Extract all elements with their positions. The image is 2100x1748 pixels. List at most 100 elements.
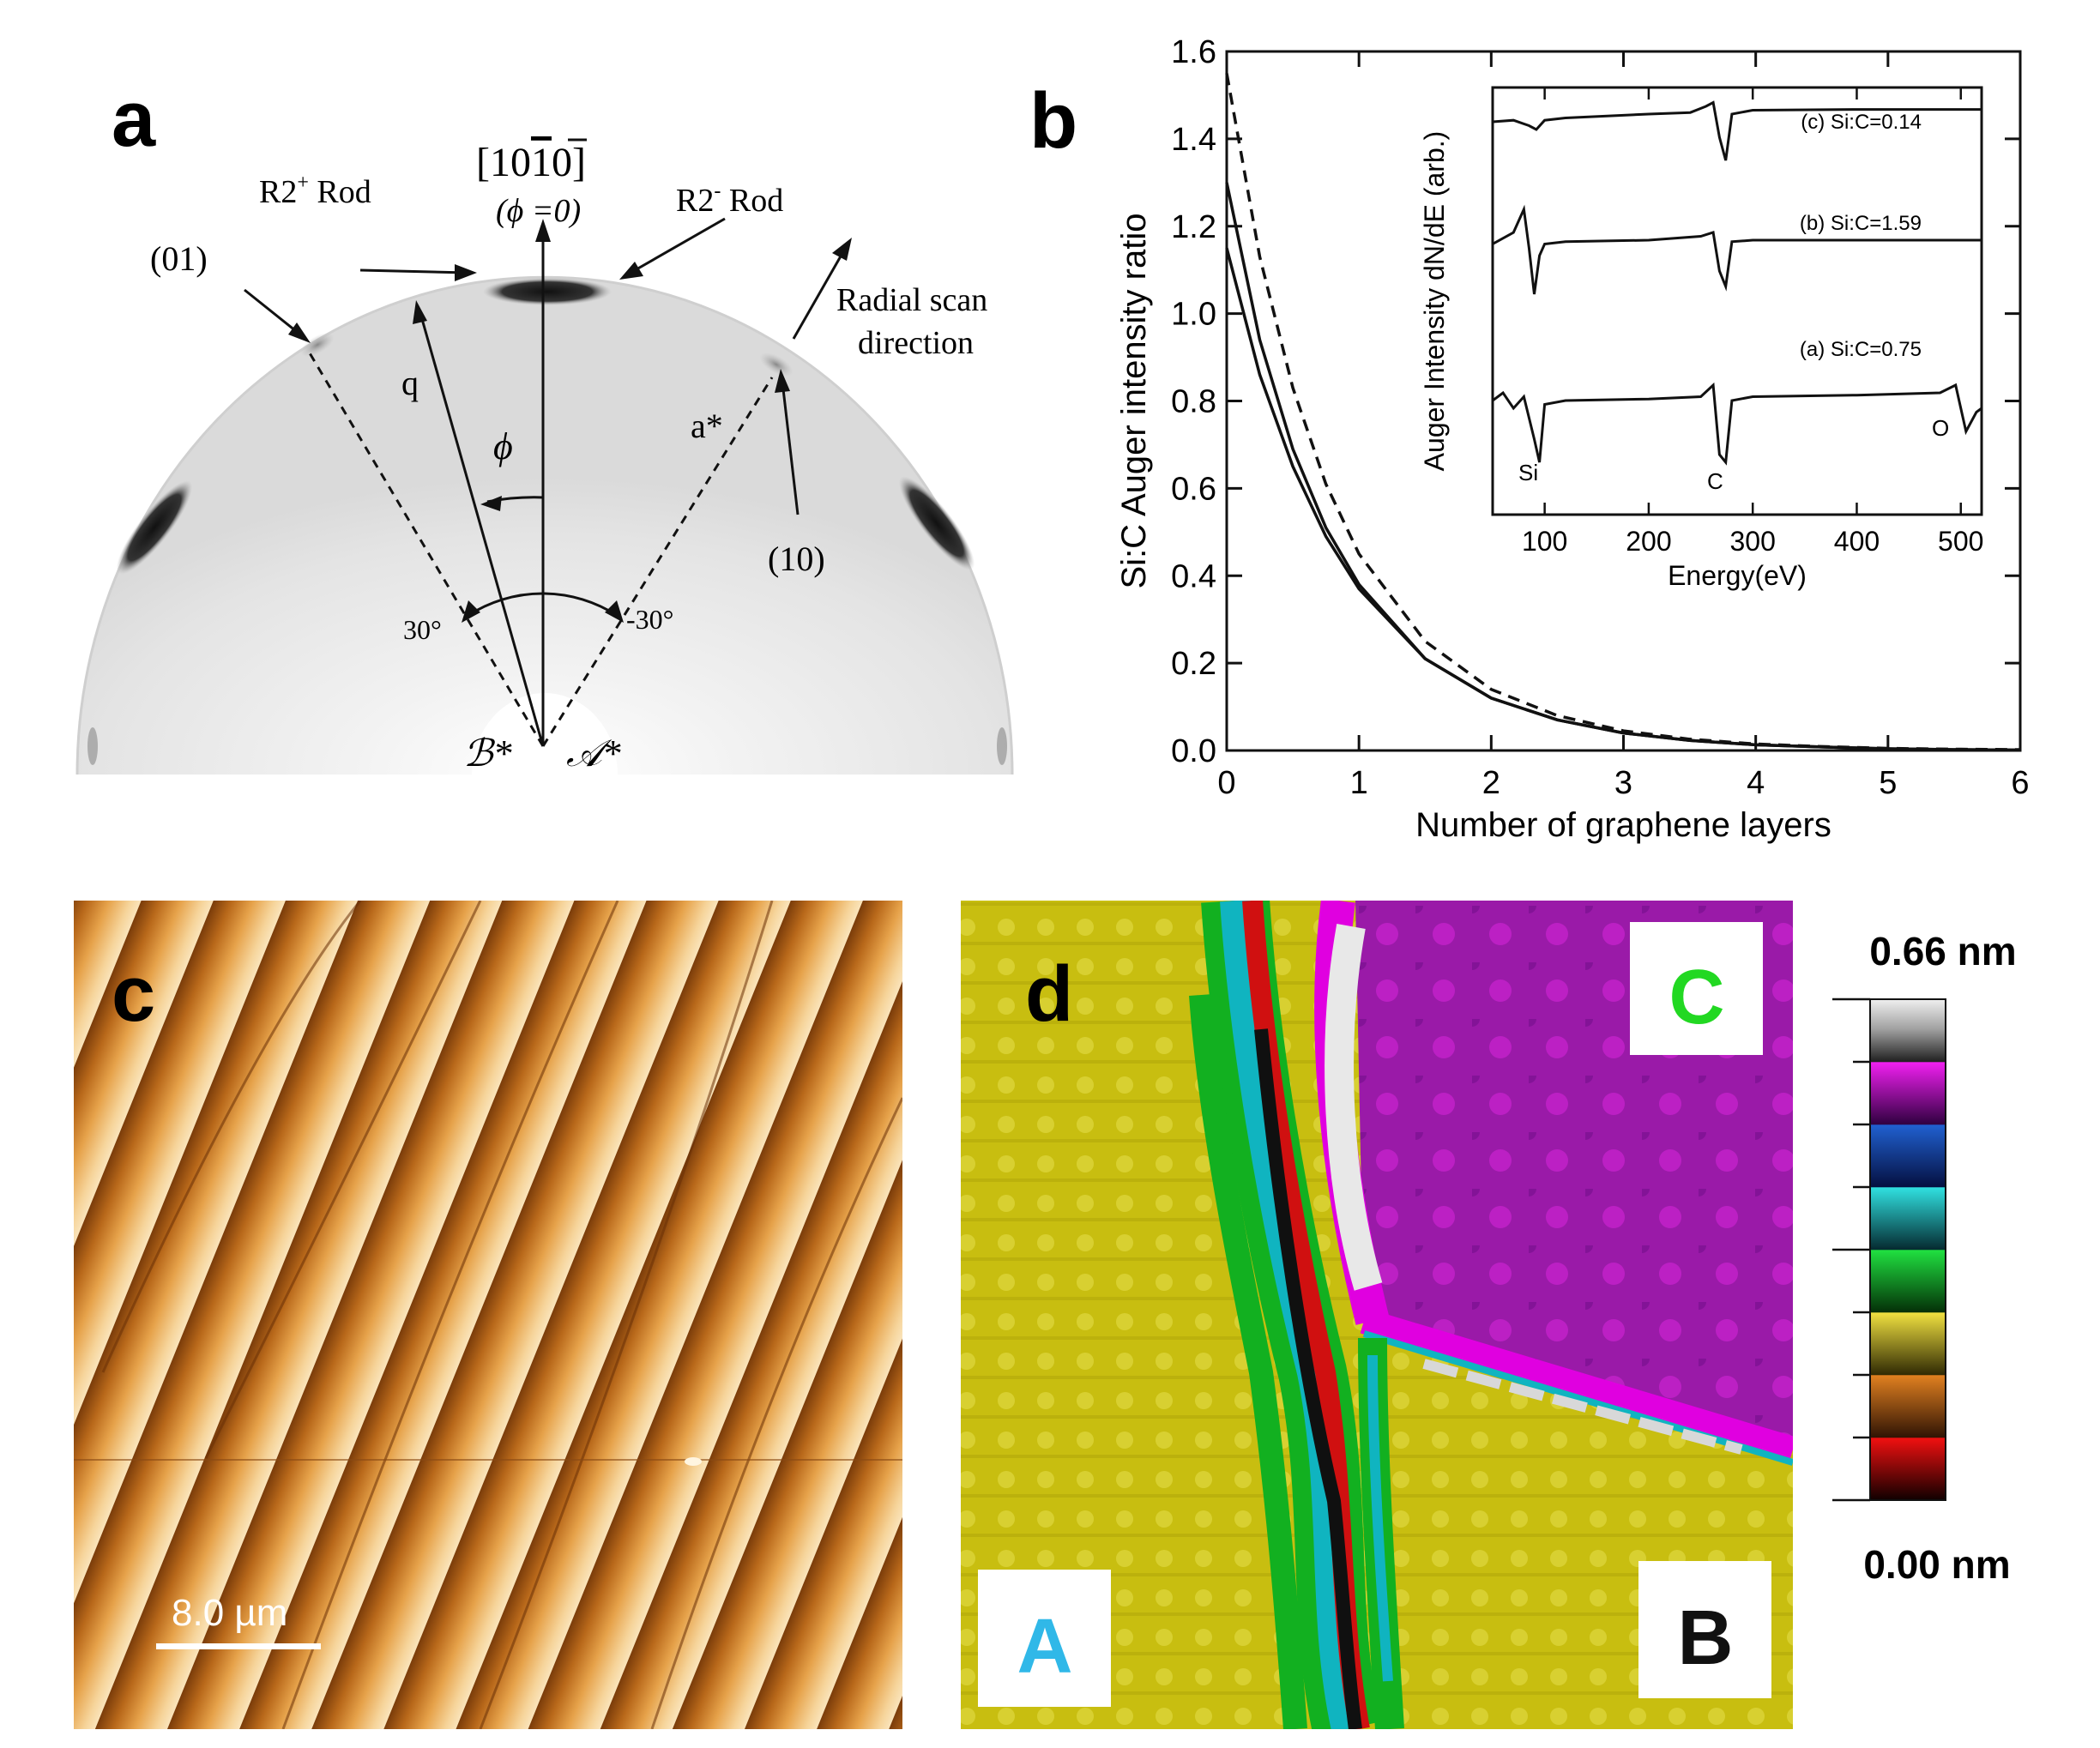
inset-y-axis-label: Auger Intensity dN/dE (arb.) [1419,131,1450,472]
right-spot [898,476,975,570]
inset-element-o: O [1932,415,1949,441]
spot10-label: (10) [768,539,825,578]
r2minus-label: R2 [676,183,714,219]
direction-bar-digit: 1 [531,140,552,185]
panel-a: a [1010] (ϕ =0) R2+ Rod R2- Rod (01) (10… [75,75,1014,775]
inset-x-axis-label: Energy(eV) [1668,560,1807,591]
panel-letter-a: a [112,75,156,163]
b-star-domain-label: ℬ* [463,732,512,775]
color-scale-ticks [1832,998,1870,1502]
r2plus-sup: + [297,172,309,194]
r2plus-rod: Rod [309,174,371,210]
auger-spectra-inset: 100 200 300 400 500 Energy(eV) Auger Intensity… [1419,82,1987,591]
radial-scan-arrow [792,248,847,340]
a-star-label: a* [691,407,723,445]
r2plus-label: R2 [259,174,297,210]
radial-scan-label-1: Radial scan [836,282,987,318]
region-c-box [1630,922,1763,1055]
inset-background [1488,82,1987,520]
inset-label-b: (b) Si:C=1.59 [1800,212,1922,235]
r2plus-arrow [359,268,468,274]
panel-letter-c: c [112,950,155,1038]
angle-pos-label: 30° [403,614,442,645]
panel-letter-b: b [1029,77,1077,165]
scale-bar-c [156,1643,321,1649]
x-tick-label-3: 3 [1614,765,1632,801]
inset-x-tick-label-200: 200 [1626,526,1671,557]
direction-label-end: 0] [552,140,586,185]
phi-zero-label: (ϕ =0) [496,193,581,229]
spot01-arrow [244,288,301,336]
y-tick-label-0.2: 0.2 [1171,646,1216,682]
region-a-box [978,1570,1111,1707]
auger-ratio-chart: 0 1 2 3 4 5 6 0.0 0.2 0.4 0.6 0.8 1.0 1.2 1.4 1.6 Number… [1115,34,2030,844]
y-tick-label-1.4: 1.4 [1171,122,1216,158]
inset-label-c: (c) Si:C=0.14 [1801,111,1922,134]
inset-x-tick-label-100: 100 [1522,526,1567,557]
region-c-label: C [1669,955,1725,1040]
q-arrow [419,312,545,747]
color-scale-bottom: 0.00 nm [1863,1542,2010,1587]
phi-label: ϕ [493,425,513,467]
spectrum-2 [1493,204,1982,295]
inset-spectra [1493,100,1982,466]
spectrum-3 [1493,382,1982,466]
spot-01 [300,333,335,357]
x-tick-label-2: 2 [1482,765,1500,801]
svg-text:[1010]: [1010] [476,140,586,185]
inset-element-si: Si [1518,460,1538,485]
y-axis-label: Si:C Auger intensity ratio [1115,214,1153,589]
svg-text:R2+ Rod: R2+ Rod [259,172,371,210]
inset-x-tick-label-400: 400 [1834,526,1880,557]
region-b-box [1638,1561,1771,1698]
y-tick-label-0.0: 0.0 [1171,733,1216,769]
spot10-arrow [781,381,800,515]
region-a-label: A [1017,1604,1073,1690]
afm-image [74,901,902,1729]
a-star-domain-label: 𝒜* [566,732,621,775]
color-scale-top: 0.66 nm [1869,929,2016,973]
panel-b: b 0 1 2 3 4 5 6 0.0 0.2 0.4 0.6 0.8 1.0 1.2 1.4 1.6 Numb… [1029,34,2030,844]
spot01-label: (01) [150,239,208,278]
y-tick-label-0.8: 0.8 [1171,384,1216,420]
y-tick-label-0.4: 0.4 [1171,558,1216,594]
svg-text:R2- Rod: R2- Rod [676,180,783,219]
panel-c: c 8.0 µm [74,901,902,1729]
r2minus-rod: Rod [721,183,783,219]
r2minus-arrow [630,217,726,274]
scale-bar-label-c: 8.0 µm [172,1592,287,1634]
beam-shadow [472,693,618,775]
inset-x-tick-label-300: 300 [1729,526,1775,557]
a-star-dashed [541,377,774,747]
x-tick-label-1: 1 [1350,765,1368,801]
r2-rod-spot [483,278,612,305]
angle-neg-label: -30° [626,604,673,635]
x-tick-label-0: 0 [1217,765,1235,801]
color-scale-bar [1869,998,1946,1501]
y-tick-label-1.2: 1.2 [1171,209,1216,245]
x-axis-label: Number of graphene layers [1415,806,1831,844]
radial-scan-label-2: direction [858,325,974,361]
leed-pattern-background [77,277,1012,775]
spot-10 [759,353,794,377]
x-tick-label-6: 6 [2011,765,2029,801]
x-tick-label-5: 5 [1879,765,1897,801]
r2minus-sup: - [714,180,721,202]
left-spot [116,480,193,575]
panel-d: d C A B 0.66 nm 0.00 nm [961,901,2017,1729]
inset-label-a: (a) Si:C=0.75 [1800,338,1922,361]
spectrum-1 [1493,100,1982,161]
q-label: q [401,364,419,402]
direction-label: [10 [476,140,531,185]
region-b-label: B [1678,1595,1734,1681]
series-line-3 [1225,73,2021,751]
inset-element-c: C [1707,468,1723,494]
inset-x-tick-label-500: 500 [1938,526,1983,557]
y-tick-label-1.0: 1.0 [1171,297,1216,333]
y-tick-label-1.6: 1.6 [1171,34,1216,70]
panel-letter-d: d [1025,950,1073,1038]
y-tick-label-0.6: 0.6 [1171,471,1216,507]
x-tick-label-4: 4 [1747,765,1765,801]
inset-frame [1491,86,1983,516]
